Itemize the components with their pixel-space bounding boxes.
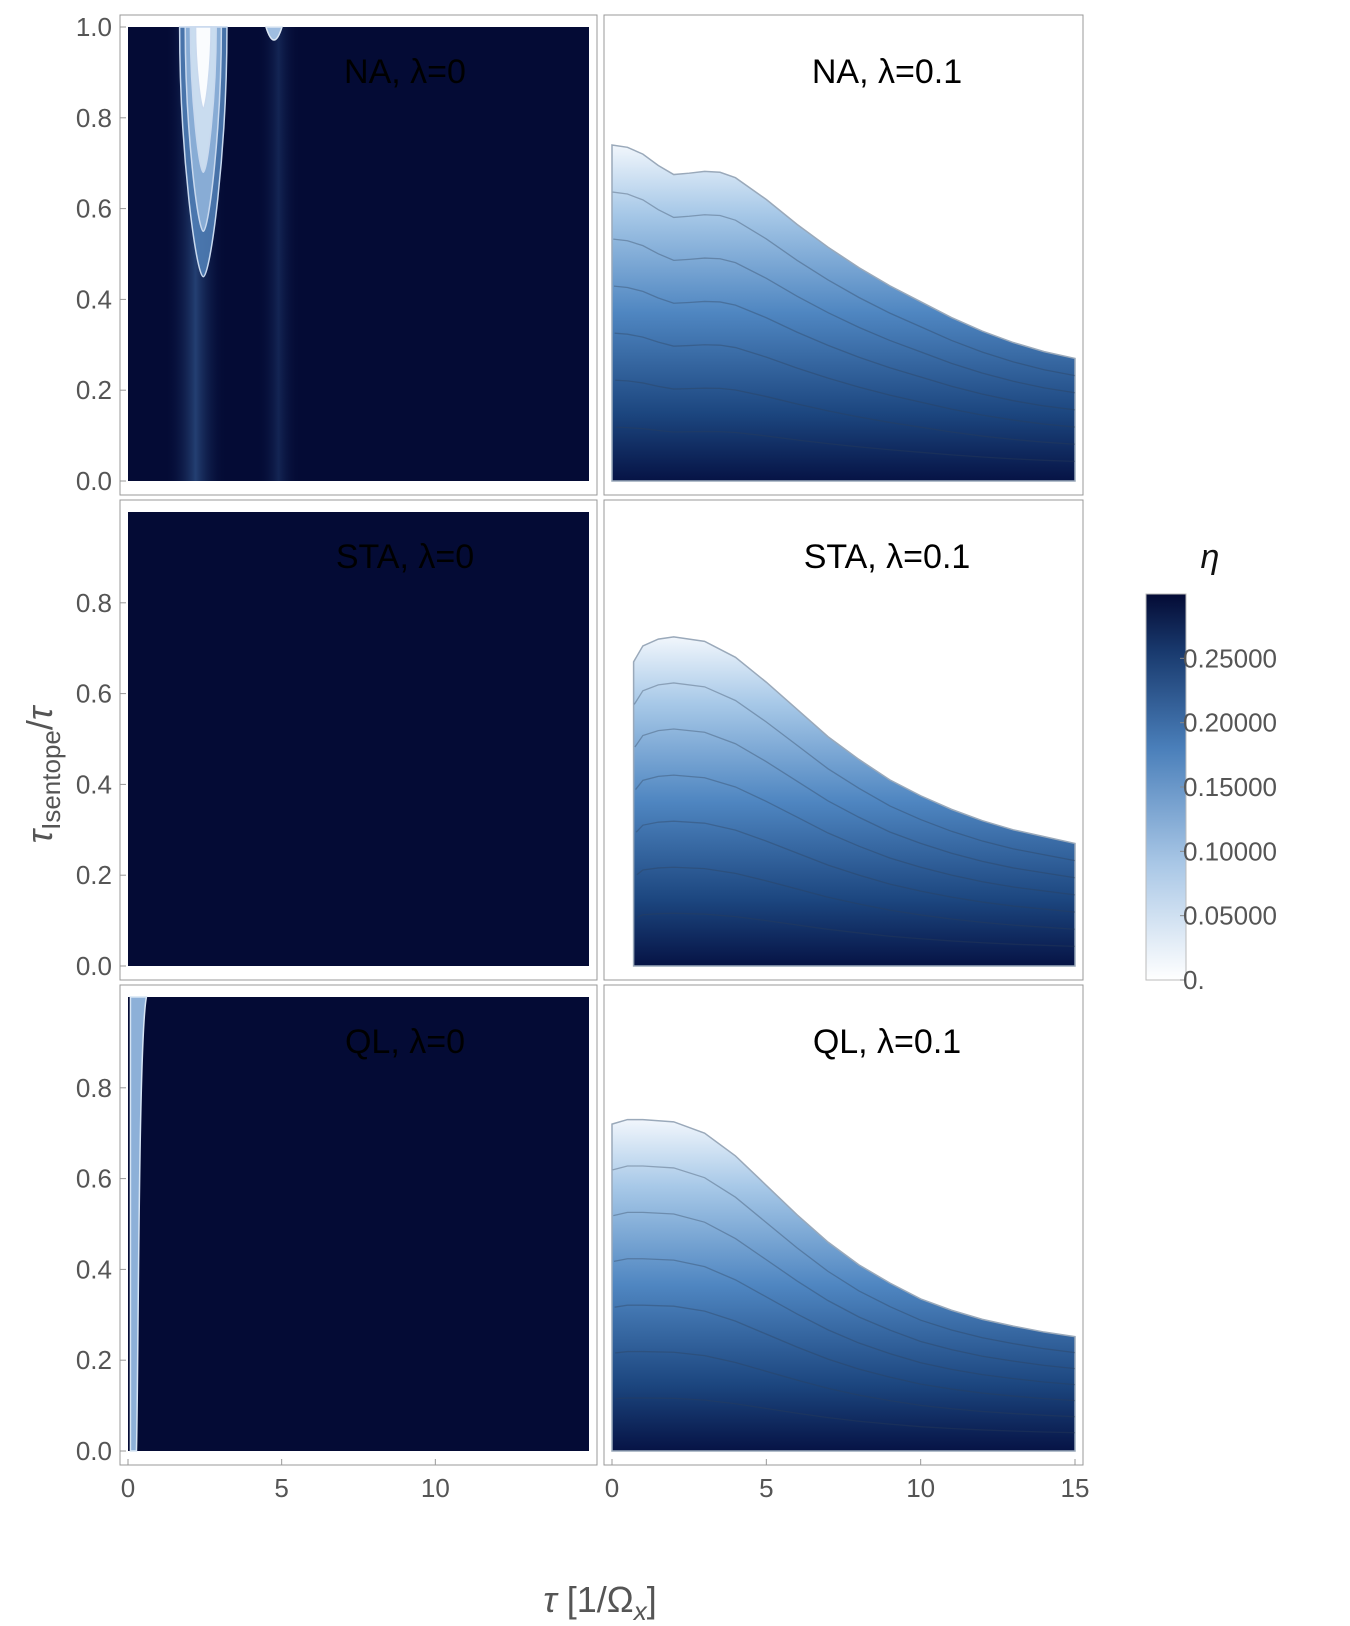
panel-layer: NA, λ=0 0.0 0.2 0.4 0.6 0.8 1.0 NA, λ=0.1 STA, λ… (76, 12, 1090, 1503)
y-tick-label: 0.0 (76, 1436, 112, 1466)
y-tick-label: 0.4 (76, 1254, 112, 1284)
colorbar-tick-label: 0. (1183, 965, 1205, 995)
contour-line (615, 1397, 1076, 1434)
colorbar-tick-label: 0.20000 (1183, 708, 1277, 738)
panel-title: NA, λ=0 (344, 53, 466, 91)
x-tick-label: 15 (1061, 1473, 1090, 1503)
x-tick-label: 5 (274, 1473, 288, 1503)
y-tick-label: 0.0 (76, 951, 112, 981)
y-tick-label: 0.6 (76, 1164, 112, 1194)
panel-na-01: NA, λ=0.1 (603, 14, 1084, 496)
panel-title: QL, λ=0.1 (813, 1023, 961, 1061)
contour-spike (194, 26, 212, 110)
colorbar-tick-label: 0.25000 (1183, 643, 1277, 673)
density-region (611, 144, 1076, 482)
colorbar-ticks: 0. 0.05000 0.10000 0.15000 0.20000 0.25000 (1180, 643, 1277, 995)
contour-line (612, 1165, 1076, 1354)
contour-line (615, 379, 1076, 445)
y-tick-label: 0.6 (76, 679, 112, 709)
contour-line (613, 285, 1076, 411)
y-tick-label: 0.8 (76, 1073, 112, 1103)
density-fill (128, 997, 589, 1451)
panel-sta-0: STA, λ=0 0.0 0.2 0.4 0.6 0.8 (76, 499, 598, 981)
contour-line (614, 332, 1076, 428)
y-tick-label: 0.4 (76, 769, 112, 799)
colorbar-tick-label: 0.10000 (1183, 836, 1277, 866)
contour-strip (129, 996, 148, 1452)
density-fill (128, 512, 589, 966)
x-tick-label: 0 (121, 1473, 135, 1503)
y-tick-label: 0.2 (76, 860, 112, 890)
y-tick-label: 1.0 (76, 12, 112, 42)
y-tick-label: 0.4 (76, 284, 112, 314)
contour-line (635, 774, 1076, 896)
contour-line (614, 1304, 1076, 1402)
panel-title: NA, λ=0.1 (812, 53, 962, 91)
panel-ql-0: QL, λ=0 0.0 0.2 0.4 0.6 0.8 0 5 10 (76, 984, 598, 1503)
contour-line (636, 866, 1076, 930)
contour-line (613, 1258, 1076, 1386)
contour-line (613, 1211, 1076, 1370)
colorbar-label: η (1201, 538, 1220, 576)
panel-title: STA, λ=0.1 (804, 538, 971, 576)
y-tick-label: 0.2 (76, 1345, 112, 1375)
panel-na-0: NA, λ=0 0.0 0.2 0.4 0.6 0.8 1.0 (76, 12, 598, 496)
x-axis-label: τ [1/Ωx] (543, 1579, 656, 1626)
colorbar-gradient (1145, 593, 1187, 981)
y-axis-label: τIsentope/τ (19, 704, 66, 843)
contour-line (633, 682, 1076, 862)
contour-line (635, 820, 1076, 913)
contour-line (615, 1350, 1076, 1418)
x-tick-label: 10 (421, 1473, 450, 1503)
density-region (632, 636, 1076, 967)
density-region (611, 1118, 1076, 1452)
light-band (257, 27, 301, 481)
y-tick-label: 0.8 (76, 588, 112, 618)
contour-line (637, 912, 1076, 948)
panel-title: QL, λ=0 (345, 1023, 465, 1061)
colorbar-tick-label: 0.15000 (1183, 772, 1277, 802)
x-tick-label: 0 (605, 1473, 619, 1503)
contour-line (612, 191, 1076, 377)
colorbar: η 0. 0.05000 0.10000 0.15000 0.20000 0.25000 (1145, 538, 1277, 995)
contour-line (634, 728, 1076, 879)
panel-ql-01: QL, λ=0.1 0 5 10 15 (603, 984, 1090, 1503)
y-tick-label: 0.8 (76, 103, 112, 133)
contour-line (613, 238, 1076, 394)
contour-spike (264, 26, 283, 41)
y-tick-label: 0.0 (76, 466, 112, 496)
x-tick-label: 10 (906, 1473, 935, 1503)
y-tick-label: 0.2 (76, 375, 112, 405)
panel-title: STA, λ=0 (336, 538, 474, 576)
y-tick-label: 0.6 (76, 194, 112, 224)
contour-line (615, 426, 1076, 463)
panel-sta-01: STA, λ=0.1 (603, 499, 1084, 981)
x-tick-label: 5 (759, 1473, 773, 1503)
colorbar-tick-label: 0.05000 (1183, 901, 1277, 931)
